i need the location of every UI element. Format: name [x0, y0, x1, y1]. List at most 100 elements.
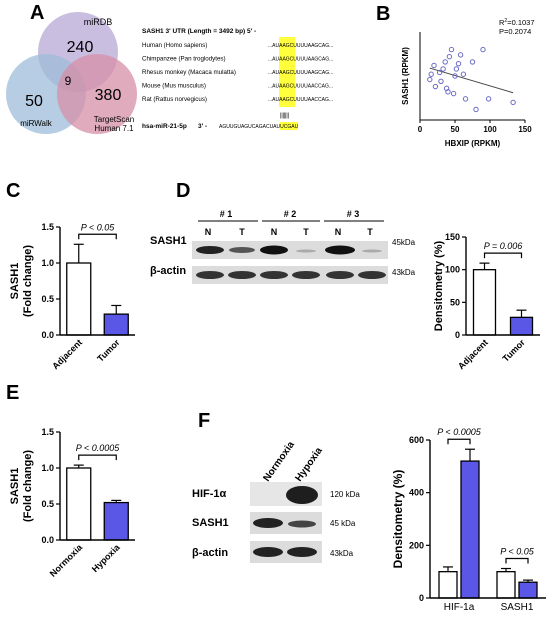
- venn-count-targetscan: 380: [95, 87, 122, 104]
- scatter-point: [440, 66, 446, 72]
- lane-label-4: T: [303, 227, 309, 237]
- venn-label-mirwalk: miRWalk: [20, 119, 53, 128]
- band-actin-5: [326, 271, 354, 279]
- x-tick-label: Hypoxia: [90, 542, 123, 575]
- lane-label-6: T: [367, 227, 373, 237]
- col-label-hypoxia: Hypoxia: [293, 445, 325, 484]
- blot-d-kda-sash1: 45kDa: [392, 238, 416, 247]
- blot-d-row-sash1: SASH1: [150, 235, 187, 247]
- scatter-point: [436, 69, 443, 76]
- mirna-name: hsa-miR-21-5p: [142, 123, 187, 130]
- venn-count-center: 9: [65, 74, 72, 88]
- y-tick-label: 0.0: [41, 535, 54, 545]
- blot-strip-sash1: [192, 241, 388, 259]
- utr-alignment: SASH1 3' UTR (Length = 3492 bp) 5' - Hum…: [142, 28, 333, 130]
- utr-title: SASH1 3' UTR (Length = 3492 bp) 5' -: [142, 28, 256, 35]
- band-sash1-n2: [260, 245, 288, 255]
- y-axis-label: Densitometry (%): [433, 240, 445, 331]
- mirna-seq-end: U: [295, 124, 299, 130]
- mirna-prefix: 3' -: [198, 123, 207, 130]
- scatter-point: [450, 90, 457, 97]
- scatter-point: [432, 83, 439, 90]
- y-tick-label: 0: [455, 330, 460, 340]
- row-label-actin: β-actin: [192, 547, 228, 559]
- venn-count-mirdb: 240: [67, 39, 94, 56]
- significance-bracket: [447, 438, 471, 445]
- r2-text: R2=0.1037: [499, 18, 535, 27]
- y-axis-label: SASH1: [9, 468, 21, 505]
- row-label-hif: HIF-1α: [192, 488, 227, 500]
- scatter-point: [457, 52, 464, 58]
- y-tick-label: 0.0: [41, 330, 54, 340]
- band-actin-4: [292, 271, 320, 279]
- band-actin-3: [260, 271, 288, 279]
- scatter-point: [473, 106, 479, 113]
- x-tick-label: Adjacent: [50, 337, 84, 371]
- y-tick-label: 0.5: [41, 499, 54, 509]
- y-tick-label: 150: [445, 232, 460, 242]
- y-tick-label: 1.5: [41, 427, 54, 437]
- scatter-point: [455, 60, 462, 67]
- scatter-point: [431, 62, 437, 69]
- scatter-point: [510, 99, 516, 106]
- blot-d-kda-actin: 43kDa: [392, 268, 416, 277]
- col-label-normoxia: Normoxia: [261, 439, 297, 483]
- x-axis-label: HBXIP (RPKM): [445, 139, 501, 148]
- western-blot-f: Normoxia Hypoxia HIF-1α SASH1 β-actin 12…: [192, 439, 360, 563]
- band-f-sash1-hyp: [288, 520, 316, 528]
- y-tick-label: 100: [445, 265, 460, 275]
- bar-tumor: [509, 316, 534, 336]
- panel-label-e: E: [6, 382, 20, 404]
- y-tick-label: 400: [409, 488, 424, 498]
- bar-adjacent: [472, 269, 497, 336]
- band-actin-2: [228, 271, 256, 279]
- p-value: P < 0.0005: [437, 427, 481, 437]
- mirna-highlight: [280, 122, 298, 130]
- scatter-point: [462, 96, 469, 102]
- kda-f-actin: 43kDa: [330, 549, 354, 558]
- seed-highlight: [279, 37, 295, 107]
- band-f-hif-hyp: [286, 486, 318, 504]
- scatter-point: [445, 89, 451, 95]
- p-value: P = 0.006: [484, 241, 522, 251]
- y-tick-label: 1.5: [41, 222, 54, 232]
- x-tick-label: Tumor: [501, 337, 528, 364]
- band-sash1-n3: [325, 245, 355, 255]
- species-name-4: Rat (Rattus norvegicus): [142, 96, 207, 103]
- species-seq-1: ...AUAAGCUUUUAAGCAG...: [268, 57, 333, 63]
- lane-label-2: T: [239, 227, 245, 237]
- bar-hypoxia: [103, 501, 129, 541]
- band-sash1-t3: [362, 249, 382, 253]
- p-value: P < 0.05: [81, 222, 115, 232]
- group-label-1: # 1: [220, 209, 233, 219]
- scatter-point: [438, 78, 444, 84]
- x-tick-label: Tumor: [95, 337, 122, 364]
- x-tick-label: Normoxia: [48, 542, 85, 579]
- scatter-point: [448, 46, 455, 53]
- y-axis-label: SASH1 (RPKM): [401, 47, 410, 105]
- species-seq-4: ...AUAAGCUUUUAACCAG...: [268, 97, 333, 103]
- bar-sash1-1: [518, 581, 538, 599]
- kda-f-sash1: 45 kDa: [330, 519, 356, 528]
- bar-chart-e: 0.0 0.5 1.0 1.5 Normoxia Hypoxia P < 0.0005 SAS…: [9, 427, 135, 579]
- bar-adjacent: [66, 262, 92, 336]
- venn-count-mirwalk: 50: [25, 93, 43, 110]
- scatter-point: [453, 66, 460, 72]
- y-tick-label: 50: [450, 297, 460, 307]
- regression-line: [429, 67, 514, 94]
- x-tick-label: 150: [518, 125, 532, 134]
- y-tick-label: 600: [409, 435, 424, 445]
- mirna-seq-pre: AGUUGUAGUCAGAC: [219, 124, 270, 130]
- p-text: P=0.2074: [499, 27, 531, 36]
- x-tick-label: 100: [483, 125, 497, 134]
- scatter-chart-b: R2=0.1037 P=0.2074 0 50 100 150 HBXIP (RPKM)…: [401, 18, 535, 148]
- panel-label-f: F: [198, 410, 211, 432]
- y-tick-label: 200: [409, 540, 424, 550]
- panel-label-c: C: [6, 180, 21, 202]
- y-tick-label: 1.0: [41, 258, 54, 268]
- panel-label-d: D: [176, 180, 191, 202]
- scatter-point: [452, 73, 458, 79]
- bar-sash1-0: [496, 571, 516, 599]
- western-blot-d: # 1 # 2 # 3 N T N T N T: [192, 209, 388, 284]
- significance-bracket: [505, 557, 529, 564]
